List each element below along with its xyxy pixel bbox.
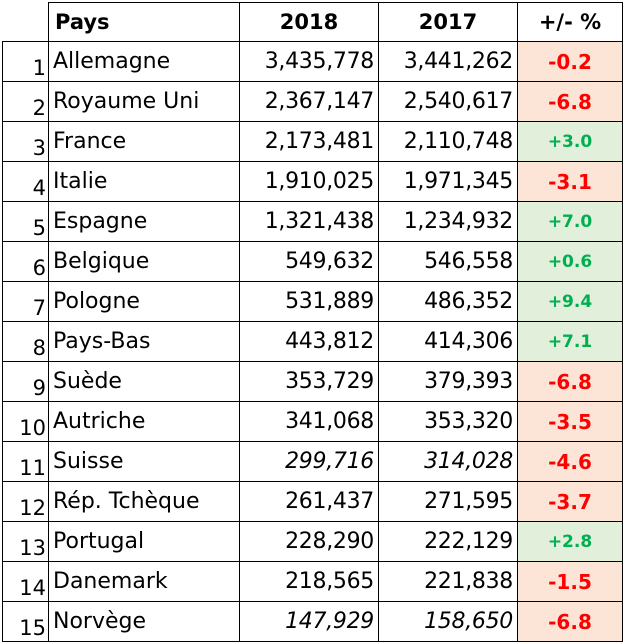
table-row: 6 Belgique 549,632 546,558 +0.6 bbox=[2, 241, 623, 282]
change-percent: -6.8 bbox=[517, 601, 623, 642]
rank-cell: 15 bbox=[2, 601, 49, 642]
value-2018: 443,812 bbox=[239, 321, 379, 362]
table-row: 4 Italie 1,910,025 1,971,345 -3.1 bbox=[2, 161, 623, 202]
value-2018: 3,435,778 bbox=[239, 41, 379, 82]
value-2017: 2,540,617 bbox=[378, 81, 518, 122]
country-name: France bbox=[48, 121, 240, 162]
table-row: 8 Pays-Bas 443,812 414,306 +7.1 bbox=[2, 321, 623, 362]
header-2018: 2018 bbox=[239, 2, 379, 42]
change-percent: +7.0 bbox=[517, 201, 623, 242]
value-2018: 1,910,025 bbox=[239, 161, 379, 202]
country-name: Danemark bbox=[48, 561, 240, 602]
rank-cell: 1 bbox=[2, 41, 49, 82]
rank-cell: 5 bbox=[2, 201, 49, 242]
rank-cell: 13 bbox=[2, 521, 49, 562]
header-pays: Pays bbox=[48, 2, 240, 42]
country-name: Suisse bbox=[48, 441, 240, 482]
change-percent: +7.1 bbox=[517, 321, 623, 362]
country-name: Allemagne bbox=[48, 41, 240, 82]
country-name: Belgique bbox=[48, 241, 240, 282]
change-percent: -3.5 bbox=[517, 401, 623, 442]
value-2018: 147,929 bbox=[239, 601, 379, 642]
value-2017: 353,320 bbox=[378, 401, 518, 442]
change-percent: -0.2 bbox=[517, 41, 623, 82]
rank-cell: 4 bbox=[2, 161, 49, 202]
change-percent: -6.8 bbox=[517, 361, 623, 402]
change-percent: +9.4 bbox=[517, 281, 623, 322]
country-name: Norvège bbox=[48, 601, 240, 642]
change-percent: +0.6 bbox=[517, 241, 623, 282]
table-body: 1 Allemagne 3,435,778 3,441,262 -0.2 2 Royaume… bbox=[2, 41, 623, 642]
rank-cell: 2 bbox=[2, 81, 49, 122]
country-name: Espagne bbox=[48, 201, 240, 242]
rank-cell: 10 bbox=[2, 401, 49, 442]
country-name: Portugal bbox=[48, 521, 240, 562]
value-2017: 222,129 bbox=[378, 521, 518, 562]
rank-cell: 3 bbox=[2, 121, 49, 162]
value-2018: 228,290 bbox=[239, 521, 379, 562]
value-2018: 218,565 bbox=[239, 561, 379, 602]
table-row: 7 Pologne 531,889 486,352 +9.4 bbox=[2, 281, 623, 322]
rank-cell: 11 bbox=[2, 441, 49, 482]
country-name: Pologne bbox=[48, 281, 240, 322]
rank-cell: 12 bbox=[2, 481, 49, 522]
change-percent: -3.7 bbox=[517, 481, 623, 522]
change-percent: -1.5 bbox=[517, 561, 623, 602]
value-2018: 2,173,481 bbox=[239, 121, 379, 162]
rank-cell: 6 bbox=[2, 241, 49, 282]
value-2017: 1,971,345 bbox=[378, 161, 518, 202]
table-row: 5 Espagne 1,321,438 1,234,932 +7.0 bbox=[2, 201, 623, 242]
value-2017: 3,441,262 bbox=[378, 41, 518, 82]
header-2017: 2017 bbox=[378, 2, 518, 42]
table-row: 10 Autriche 341,068 353,320 -3.5 bbox=[2, 401, 623, 442]
value-2017: 221,838 bbox=[378, 561, 518, 602]
rank-cell: 9 bbox=[2, 361, 49, 402]
value-2017: 271,595 bbox=[378, 481, 518, 522]
table-row: 1 Allemagne 3,435,778 3,441,262 -0.2 bbox=[2, 41, 623, 82]
change-percent: +3.0 bbox=[517, 121, 623, 162]
value-2018: 261,437 bbox=[239, 481, 379, 522]
header-change: +/- % bbox=[517, 2, 623, 42]
rank-cell: 8 bbox=[2, 321, 49, 362]
value-2017: 1,234,932 bbox=[378, 201, 518, 242]
table-row: 9 Suède 353,729 379,393 -6.8 bbox=[2, 361, 623, 402]
value-2018: 341,068 bbox=[239, 401, 379, 442]
value-2017: 414,306 bbox=[378, 321, 518, 362]
value-2017: 486,352 bbox=[378, 281, 518, 322]
change-percent: +2.8 bbox=[517, 521, 623, 562]
country-name: Royaume Uni bbox=[48, 81, 240, 122]
value-2018: 1,321,438 bbox=[239, 201, 379, 242]
header-rank-cell bbox=[2, 2, 49, 42]
table-row: 2 Royaume Uni 2,367,147 2,540,617 -6.8 bbox=[2, 81, 623, 122]
country-name: Rép. Tchèque bbox=[48, 481, 240, 522]
table-row: 13 Portugal 228,290 222,129 +2.8 bbox=[2, 521, 623, 562]
value-2018: 2,367,147 bbox=[239, 81, 379, 122]
rank-cell: 7 bbox=[2, 281, 49, 322]
change-percent: -3.1 bbox=[517, 161, 623, 202]
value-2017: 379,393 bbox=[378, 361, 518, 402]
value-2018: 549,632 bbox=[239, 241, 379, 282]
header-row: Pays 2018 2017 +/- % bbox=[2, 2, 623, 42]
country-name: Italie bbox=[48, 161, 240, 202]
table-row: 11 Suisse 299,716 314,028 -4.6 bbox=[2, 441, 623, 482]
value-2017: 314,028 bbox=[378, 441, 518, 482]
value-2018: 531,889 bbox=[239, 281, 379, 322]
table-row: 15 Norvège 147,929 158,650 -6.8 bbox=[2, 601, 623, 642]
table-row: 14 Danemark 218,565 221,838 -1.5 bbox=[2, 561, 623, 602]
change-percent: -6.8 bbox=[517, 81, 623, 122]
value-2018: 299,716 bbox=[239, 441, 379, 482]
value-2017: 158,650 bbox=[378, 601, 518, 642]
country-name: Autriche bbox=[48, 401, 240, 442]
value-2018: 353,729 bbox=[239, 361, 379, 402]
change-percent: -4.6 bbox=[517, 441, 623, 482]
table-row: 3 France 2,173,481 2,110,748 +3.0 bbox=[2, 121, 623, 162]
country-name: Suède bbox=[48, 361, 240, 402]
value-2017: 2,110,748 bbox=[378, 121, 518, 162]
table-row: 12 Rép. Tchèque 261,437 271,595 -3.7 bbox=[2, 481, 623, 522]
country-name: Pays-Bas bbox=[48, 321, 240, 362]
rank-cell: 14 bbox=[2, 561, 49, 602]
value-2017: 546,558 bbox=[378, 241, 518, 282]
